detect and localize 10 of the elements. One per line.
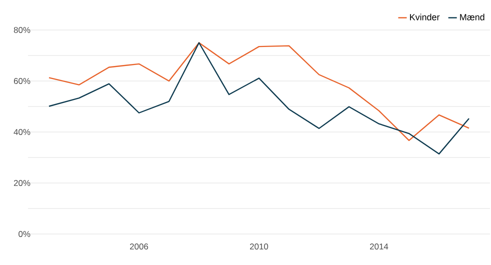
y-tick-label: 20% [14, 180, 30, 186]
legend-label: Kvinder [410, 14, 440, 20]
x-tick-label: 2014 [370, 244, 388, 250]
y-tick-label: 60% [14, 78, 30, 84]
y-tick-label: 40% [14, 129, 30, 135]
y-tick-label: 80% [14, 27, 30, 33]
x-tick-label: 2006 [130, 244, 148, 250]
x-tick-label: 2010 [250, 244, 268, 250]
legend-label: Mænd [460, 14, 484, 20]
y-tick-label: 0% [18, 231, 30, 237]
